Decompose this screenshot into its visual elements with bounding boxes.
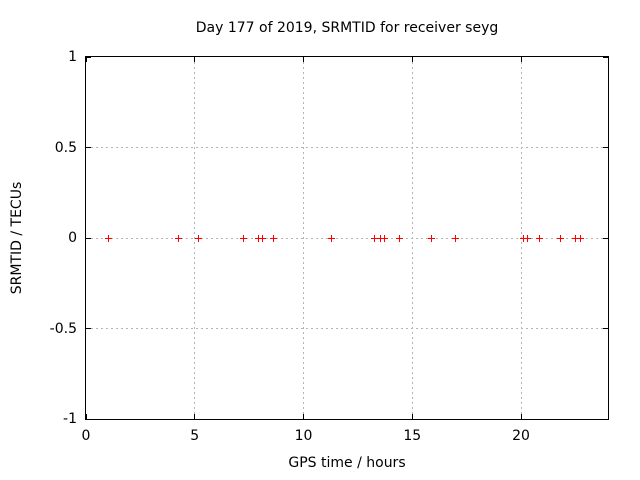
y-tick-mark: [86, 418, 91, 420]
y-tick-mark: [603, 237, 608, 239]
data-point-marker: [105, 234, 113, 242]
y-tick-mark: [603, 418, 608, 420]
data-point-marker: [396, 234, 404, 242]
y-tick-mark: [603, 56, 608, 58]
x-tick-mark: [411, 414, 413, 419]
y-tick-mark: [86, 56, 91, 58]
x-tick-label: 0: [81, 428, 91, 444]
x-tick-label: 15: [403, 428, 422, 444]
y-tick-label: -0.5: [49, 320, 77, 337]
data-point-marker: [254, 234, 262, 242]
y-tick-mark: [86, 147, 91, 148]
data-point-marker: [556, 234, 564, 242]
y-tick-mark: [603, 147, 608, 148]
x-tick-label: 20: [512, 428, 530, 444]
chart-title: Day 177 of 2019, SRMTID for receiver sey…: [195, 20, 499, 36]
x-axis-label: GPS time / hours: [288, 455, 406, 471]
x-tick-mark: [520, 414, 522, 419]
grid-line-horizontal: [86, 147, 608, 148]
data-point-marker: [328, 234, 336, 242]
x-tick-mark: [194, 414, 196, 419]
data-point-marker: [175, 234, 183, 242]
x-tick-mark: [85, 57, 87, 62]
data-point-marker: [371, 234, 379, 242]
data-point-marker: [428, 234, 436, 242]
x-tick-mark: [303, 57, 304, 62]
data-point-marker: [381, 234, 389, 242]
data-point-marker: [195, 234, 203, 242]
data-point-marker: [452, 234, 460, 242]
x-tick-mark: [520, 57, 522, 62]
grid-line-horizontal: [86, 328, 608, 329]
y-tick-label: 0.5: [54, 139, 77, 156]
y-tick-label: 1: [68, 49, 77, 65]
x-tick-mark: [194, 57, 196, 62]
grid-line-horizontal: [86, 237, 608, 239]
data-point-marker: [377, 234, 385, 242]
data-point-marker: [519, 234, 527, 242]
x-tick-mark: [85, 414, 87, 419]
data-point-marker: [535, 234, 543, 242]
y-tick-label: 0: [68, 230, 77, 246]
y-tick-label: -1: [63, 411, 77, 427]
y-tick-mark: [86, 237, 91, 239]
data-point-marker: [576, 234, 584, 242]
data-point-marker: [523, 234, 531, 242]
y-tick-mark: [86, 328, 91, 329]
data-point-marker: [240, 234, 248, 242]
x-tick-mark: [411, 57, 413, 62]
x-tick-mark: [303, 414, 304, 419]
x-tick-label: 10: [294, 428, 313, 444]
plot-area: [85, 56, 609, 420]
x-tick-label: 5: [190, 428, 200, 444]
data-point-marker: [258, 234, 266, 242]
data-point-marker: [571, 234, 579, 242]
y-tick-mark: [603, 328, 608, 329]
data-point-marker: [269, 234, 277, 242]
